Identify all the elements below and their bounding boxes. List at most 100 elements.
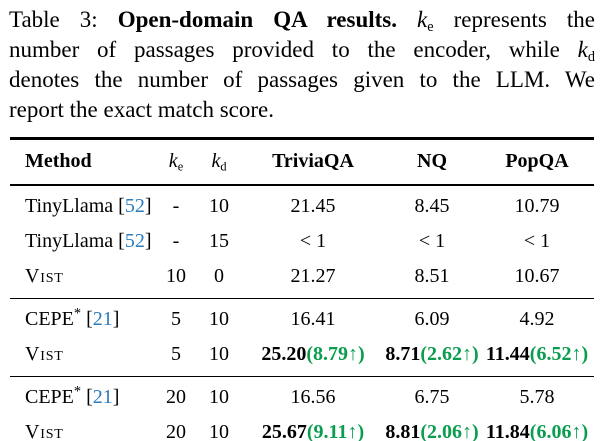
metric-delta: (6.52↑) (529, 343, 589, 365)
metric-value: 10.79 (514, 195, 560, 217)
metric-value: 10.67 (514, 265, 560, 287)
popqa-cell: 10.79 (480, 185, 594, 224)
method-name: TinyLlama (25, 195, 114, 217)
column-header-popqa: PopQA (480, 138, 594, 186)
citation-link[interactable]: [52] (118, 195, 152, 217)
caption-label: Table 3: (9, 7, 118, 32)
caption-line: number of passages provided to the encod… (9, 37, 595, 65)
method-cell: Vist (10, 415, 156, 441)
metric-value: 8.71 (385, 343, 421, 365)
triviaqa-cell: 21.45 (242, 185, 384, 224)
triviaqa-cell: 16.56 (242, 377, 384, 416)
citation-link[interactable]: [52] (118, 230, 152, 252)
metric-value: < 1 (299, 230, 327, 252)
metric-value: < 1 (418, 230, 446, 252)
kd-variable: k (577, 37, 588, 62)
metric-value: 25.20 (261, 343, 307, 365)
ke-cell: - (172, 195, 180, 217)
metric-value: 21.27 (290, 265, 336, 287)
kd-cell: 15 (209, 230, 229, 252)
table-row: TinyLlama [52] - 10 21.45 8.45 10.79 (10, 185, 594, 224)
metric-delta: (6.06↑) (529, 421, 589, 441)
table-row: Vist 20 10 25.67(9.11↑) 8.81(2.06↑) 11.8… (10, 415, 594, 441)
ke-cell: 10 (166, 265, 186, 287)
nq-cell: 8.71(2.62↑) (384, 337, 480, 377)
metric-delta: (2.06↑) (420, 421, 479, 441)
metric-value: 11.84 (485, 421, 530, 441)
method-cell: Vist (10, 337, 156, 377)
citation-link[interactable]: [21] (86, 308, 120, 330)
caption-line: Table 3: Open-domain QA results. ke repr… (9, 7, 596, 35)
caption-line: report the exact match score. (9, 97, 275, 122)
ke-variable: k (417, 7, 428, 32)
triviaqa-cell: 25.20(8.79↑) (242, 337, 384, 377)
table-group-k5: CEPE* [21] 5 10 16.41 6.09 4.92 Vist 5 10… (10, 299, 594, 377)
metric-value: 21.45 (290, 195, 336, 217)
table-row: Vist 5 10 25.20(8.79↑) 8.71(2.62↑) 11.44… (10, 337, 594, 377)
kd-cell: 10 (209, 421, 229, 441)
method-name: TinyLlama (25, 230, 114, 252)
kd-cell: 0 (214, 265, 224, 287)
nq-cell: < 1 (384, 224, 480, 259)
metric-value: 6.75 (414, 386, 450, 408)
method-cell: Vist (10, 259, 156, 299)
table-row: CEPE* [21] 20 10 16.56 6.75 5.78 (10, 377, 594, 416)
metric-value: 8.51 (414, 265, 450, 287)
kd-cell: 10 (209, 308, 229, 330)
metric-value: 5.78 (519, 386, 555, 408)
citation-link[interactable]: [21] (86, 386, 120, 408)
metric-value: 8.45 (414, 195, 450, 217)
column-header-ke: ke (156, 138, 196, 186)
triviaqa-cell: < 1 (242, 224, 384, 259)
ke-cell: 5 (171, 343, 181, 365)
method-cell: CEPE* [21] (10, 377, 156, 416)
popqa-cell: 11.84(6.06↑) (480, 415, 594, 441)
caption-line: denotes the number of passages given to … (9, 67, 595, 92)
method-name: Vist (25, 343, 64, 365)
method-name: CEPE (25, 386, 74, 408)
triviaqa-cell: 25.67(9.11↑) (242, 415, 384, 441)
metric-delta: (2.62↑) (420, 343, 479, 365)
table-caption: Table 3: Open-domain QA results. ke repr… (0, 0, 604, 125)
table-row: TinyLlama [52] - 15 < 1 < 1 < 1 (10, 224, 594, 259)
caption-title: Open-domain QA results. (117, 7, 397, 32)
popqa-cell: 10.67 (480, 259, 594, 299)
triviaqa-cell: 16.41 (242, 299, 384, 338)
kd-cell: 10 (209, 343, 229, 365)
metric-value: 11.44 (485, 343, 530, 365)
metric-value: 25.67 (261, 421, 307, 441)
triviaqa-cell: 21.27 (242, 259, 384, 299)
metric-delta: (9.11↑) (306, 421, 365, 441)
column-header-method: Method (10, 138, 156, 186)
column-header-nq: NQ (384, 138, 480, 186)
popqa-cell: 11.44(6.52↑) (480, 337, 594, 377)
column-header-triviaqa: TriviaQA (242, 138, 384, 186)
metric-value: 8.81 (385, 421, 421, 441)
metric-value: < 1 (523, 230, 551, 252)
metric-delta: (8.79↑) (306, 343, 365, 365)
metric-value: 16.41 (290, 308, 336, 330)
ke-cell: - (172, 230, 180, 252)
ke-cell: 5 (171, 308, 181, 330)
method-name: Vist (25, 265, 64, 287)
superscript-star: * (73, 305, 82, 322)
popqa-cell: < 1 (480, 224, 594, 259)
table-row: Vist 10 0 21.27 8.51 10.67 (10, 259, 594, 299)
nq-cell: 8.45 (384, 185, 480, 224)
metric-value: 4.92 (519, 308, 555, 330)
qa-results-table: Method ke kd TriviaQA NQ PopQA TinyLlama… (10, 137, 594, 441)
method-name: Vist (25, 421, 64, 441)
kd-cell: 10 (209, 195, 229, 217)
superscript-star: * (73, 383, 82, 400)
method-cell: TinyLlama [52] (10, 224, 156, 259)
kd-subscript: d (587, 48, 595, 65)
kd-cell: 10 (209, 386, 229, 408)
ke-subscript: e (427, 18, 434, 35)
nq-cell: 6.09 (384, 299, 480, 338)
header-row: Method ke kd TriviaQA NQ PopQA (10, 138, 594, 186)
ke-cell: 20 (166, 386, 186, 408)
table-row: CEPE* [21] 5 10 16.41 6.09 4.92 (10, 299, 594, 338)
method-cell: TinyLlama [52] (10, 185, 156, 224)
method-name: CEPE (25, 308, 74, 330)
